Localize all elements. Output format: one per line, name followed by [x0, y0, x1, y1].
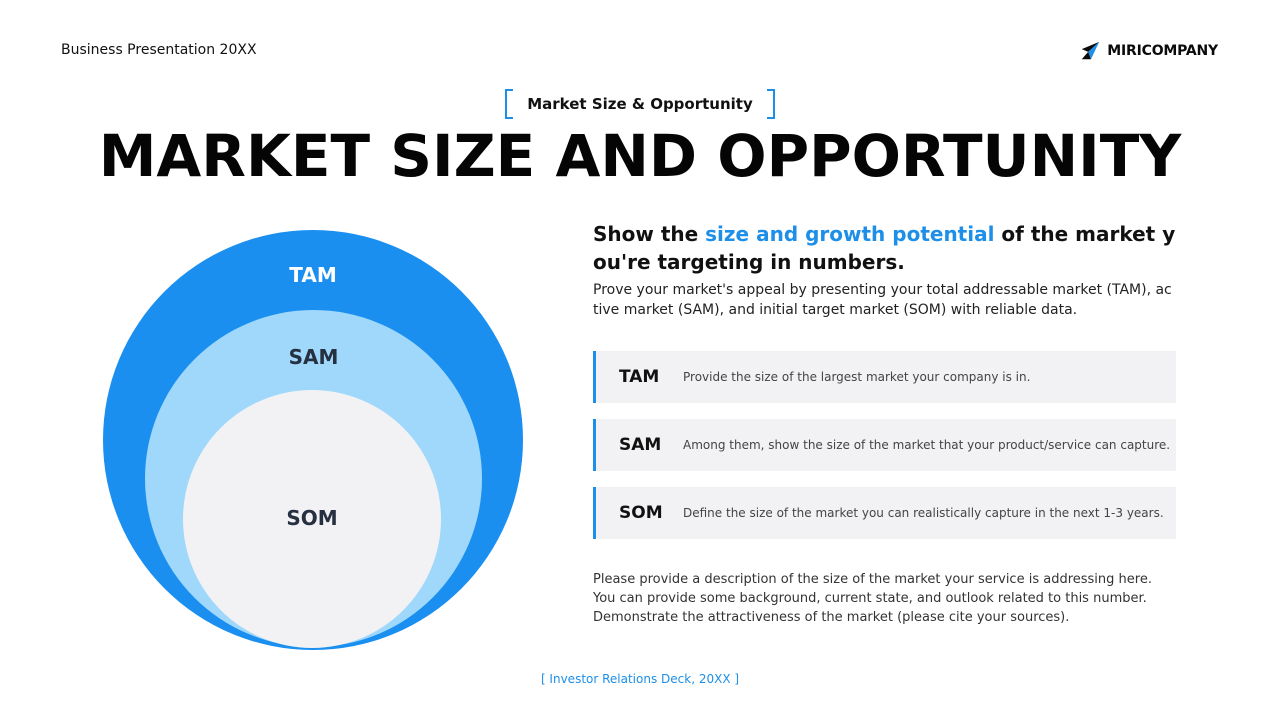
footnote-line: Demonstrate the attractiveness of the ma… — [593, 610, 1070, 625]
page-title: MARKET SIZE AND OPPORTUNITY — [98, 122, 1182, 190]
market-size-diagram: TAM SAM SOM — [103, 230, 523, 650]
row-key: SOM — [619, 503, 663, 523]
tam-row: TAM Provide the size of the largest mark… — [593, 351, 1176, 403]
footnote-line: Please provide a description of the size… — [593, 572, 1152, 587]
footnote-line: You can provide some background, current… — [593, 591, 1147, 606]
lead-paragraph: Prove your market's appeal by presenting… — [593, 282, 1172, 318]
section-tag: Market Size & Opportunity — [0, 89, 1280, 119]
headline-part1: Show the — [593, 222, 706, 246]
sam-row: SAM Among them, show the size of the mar… — [593, 419, 1176, 471]
row-description: Define the size of the market you can re… — [683, 506, 1164, 520]
footnote: Please provide a description of the size… — [593, 570, 1183, 627]
company-name: MIRICOMPANY — [1107, 43, 1218, 59]
paper-plane-icon — [1082, 41, 1100, 60]
row-key: TAM — [619, 367, 660, 387]
section-tag-label: Market Size & Opportunity — [505, 89, 775, 119]
headline-part2: of the market you're targeting in number… — [593, 222, 1176, 274]
company-logo: MIRICOMPANY — [1079, 40, 1218, 62]
som-circle: SOM — [183, 390, 441, 648]
sam-label: SAM — [288, 345, 339, 369]
row-description: Among them, show the size of the market … — [683, 438, 1171, 452]
deck-label: [ Investor Relations Deck, 20XX ] — [540, 672, 740, 686]
som-label: SOM — [286, 506, 338, 530]
headline-accent: size and growth potential — [705, 222, 995, 246]
description-column: Show the size and growth potential of th… — [593, 220, 1177, 320]
tam-label: TAM — [289, 263, 337, 287]
row-key: SAM — [619, 435, 662, 455]
market-definitions: TAM Provide the size of the largest mark… — [593, 351, 1176, 555]
som-row: SOM Define the size of the market you ca… — [593, 487, 1176, 539]
headline: Show the size and growth potential of th… — [593, 220, 1177, 276]
presentation-label: Business Presentation 20XX — [61, 42, 257, 58]
row-description: Provide the size of the largest market y… — [683, 370, 1031, 384]
